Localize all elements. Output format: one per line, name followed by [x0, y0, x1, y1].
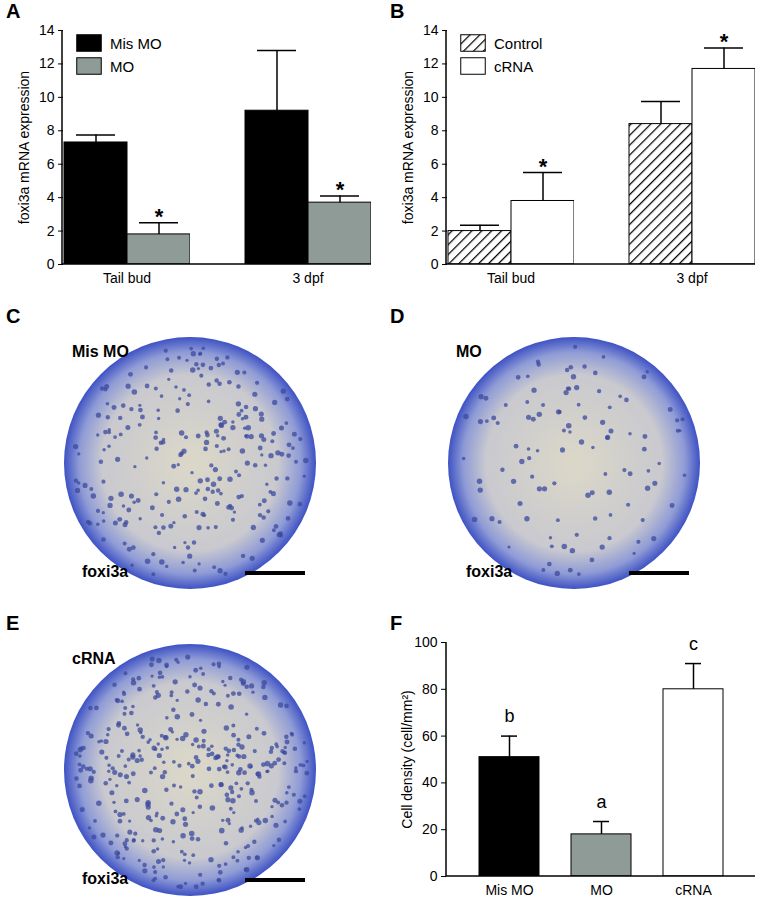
svg-text:0: 0	[430, 868, 438, 884]
svg-text:14: 14	[39, 22, 55, 38]
svg-text:80: 80	[422, 681, 438, 697]
svg-text:b: b	[504, 706, 514, 726]
html-text:B: B	[390, 0, 405, 22]
svg-text:100: 100	[414, 634, 438, 650]
svg-text:MO: MO	[590, 882, 613, 898]
svg-text:20: 20	[422, 821, 438, 837]
html-text:C: C	[6, 305, 21, 327]
svg-text:a: a	[596, 792, 607, 812]
svg-text:cRNA: cRNA	[72, 650, 116, 667]
svg-text:2: 2	[431, 223, 439, 239]
svg-text:foxi3a: foxi3a	[82, 563, 128, 580]
svg-text:3 dpf: 3 dpf	[676, 270, 707, 286]
svg-text:4: 4	[431, 189, 439, 205]
html-text:E: E	[6, 612, 20, 634]
svg-text:cRNA: cRNA	[675, 882, 712, 898]
svg-text:10: 10	[39, 89, 55, 105]
svg-text:6: 6	[431, 156, 439, 172]
svg-text:10: 10	[423, 89, 439, 105]
svg-text:*: *	[539, 154, 548, 179]
svg-text:MO: MO	[456, 343, 482, 360]
html-text:F: F	[390, 612, 403, 634]
svg-text:12: 12	[39, 55, 55, 71]
svg-text:Mis MO: Mis MO	[72, 343, 129, 360]
svg-text:*: *	[155, 204, 164, 229]
svg-text:40: 40	[422, 774, 438, 790]
svg-text:*: *	[336, 177, 345, 202]
svg-text:Tail bud: Tail bud	[487, 270, 535, 286]
svg-text:60: 60	[422, 728, 438, 744]
svg-text:4: 4	[47, 189, 55, 205]
html-text:D: D	[390, 305, 405, 327]
svg-text:*: *	[720, 29, 729, 54]
html-text:MO: MO	[110, 57, 135, 75]
svg-text:foxi3a mRNA expression: foxi3a mRNA expression	[16, 71, 32, 224]
svg-text:14: 14	[423, 22, 439, 38]
svg-text:8: 8	[431, 122, 439, 138]
html-text:cRNA: cRNA	[494, 57, 534, 75]
svg-text:foxi3a: foxi3a	[466, 563, 512, 580]
svg-text:Mis MO: Mis MO	[485, 882, 533, 898]
svg-text:foxi3a mRNA expression: foxi3a mRNA expression	[400, 71, 416, 224]
svg-text:c: c	[689, 634, 698, 654]
svg-text:12: 12	[423, 55, 439, 71]
svg-text:6: 6	[47, 156, 55, 172]
svg-text:2: 2	[47, 223, 55, 239]
html-text:A: A	[6, 0, 21, 22]
svg-text:0: 0	[431, 256, 439, 272]
svg-text:Tail bud: Tail bud	[103, 270, 151, 286]
svg-text:8: 8	[47, 122, 55, 138]
svg-text:0: 0	[47, 256, 55, 272]
svg-text:foxi3a: foxi3a	[82, 870, 128, 887]
svg-text:Cell density (cell/mm²): Cell density (cell/mm²)	[399, 690, 415, 828]
html-text:Control: Control	[494, 34, 543, 52]
html-text:Mis MO: Mis MO	[110, 34, 162, 52]
svg-text:3 dpf: 3 dpf	[292, 270, 323, 286]
